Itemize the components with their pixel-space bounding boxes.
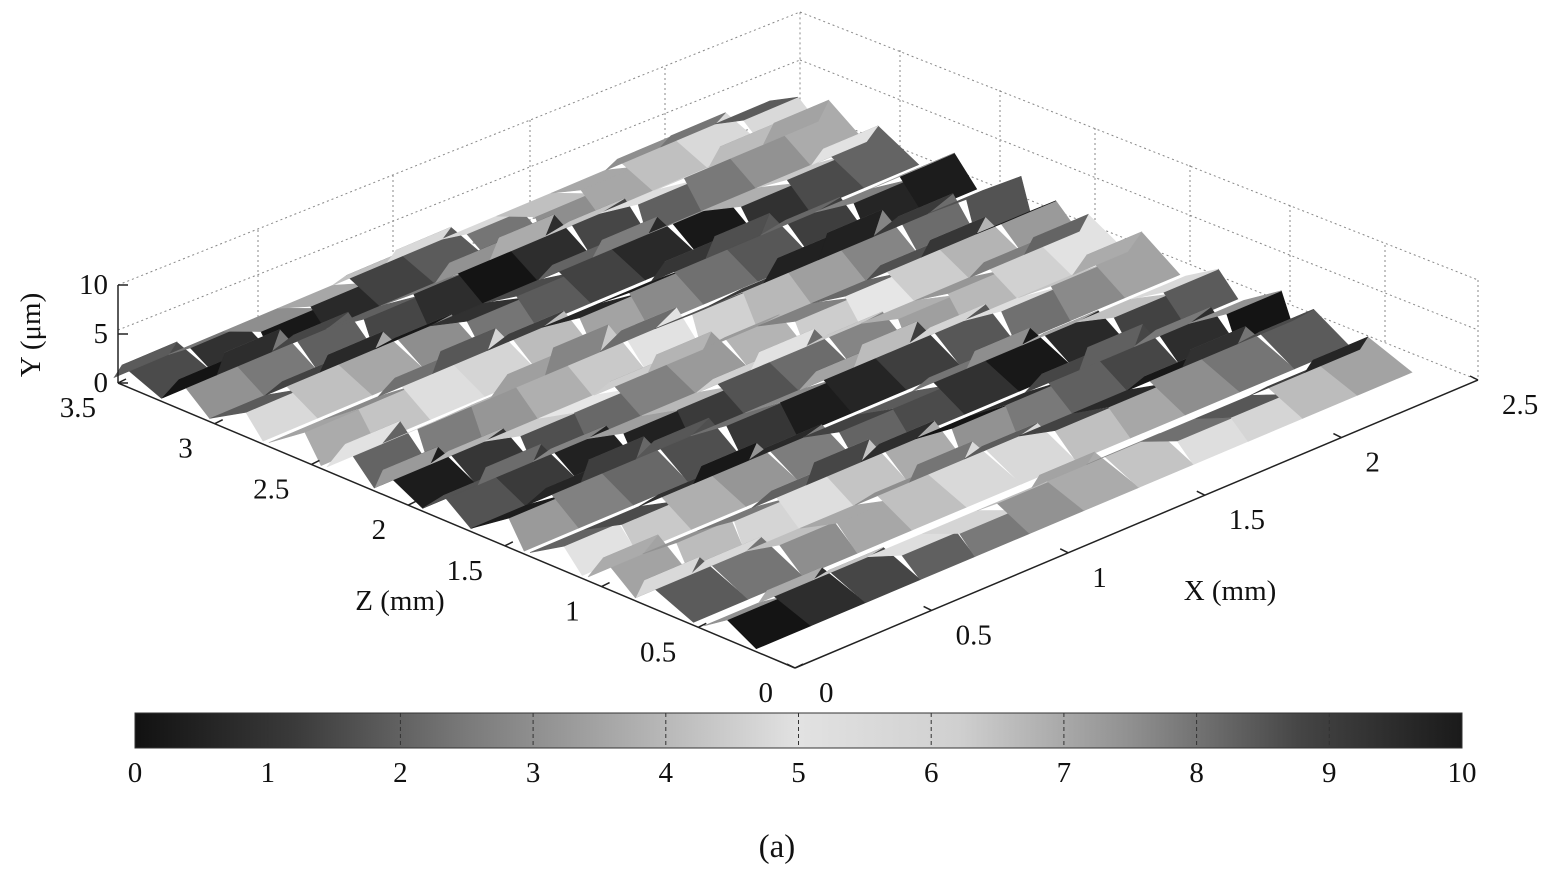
z-tick-mark xyxy=(311,460,319,464)
colorbar: 0 1 2 3 4 5 6 7 8 9 10 xyxy=(128,713,1477,789)
x-tick-label: 0.5 xyxy=(956,619,992,651)
x-tick-mark xyxy=(787,664,795,668)
y-axis-title: Y (μm) xyxy=(15,293,47,378)
x-tick-mark xyxy=(924,606,932,610)
z-tick-mark xyxy=(215,420,223,424)
z-tick-label: 1.5 xyxy=(447,555,483,587)
z-tick-label: 2.5 xyxy=(253,473,289,505)
x-tick-label: 0 xyxy=(819,677,834,709)
y-tick-label: 5 xyxy=(94,318,109,350)
surface-plot xyxy=(114,97,1412,649)
colorbar-tick-label: 4 xyxy=(659,757,674,789)
x-tick-mark xyxy=(1060,549,1068,553)
z-tick-label: 0.5 xyxy=(640,636,676,668)
x-tick-mark xyxy=(1333,434,1341,438)
z-tick-label: 3.5 xyxy=(60,392,96,424)
x-tick-label: 2.5 xyxy=(1502,389,1538,421)
z-tick-mark xyxy=(795,664,803,668)
x-tick-mark xyxy=(1197,491,1205,495)
z-tick-label: 2 xyxy=(372,514,387,546)
figure-caption: (a) xyxy=(759,829,796,865)
colorbar-tick-label: 1 xyxy=(260,757,275,789)
x-axis-title: X (mm) xyxy=(1184,575,1277,607)
z-tick-mark xyxy=(505,542,513,546)
y-tick-label: 10 xyxy=(79,269,108,301)
z-tick-mark xyxy=(602,583,610,587)
colorbar-tick-label: 2 xyxy=(393,757,408,789)
x-tick-label: 1 xyxy=(1092,562,1107,594)
colorbar-tick-label: 9 xyxy=(1322,757,1337,789)
x-tick-mark xyxy=(1470,376,1478,380)
z-tick-mark xyxy=(408,501,416,505)
colorbar-tick-label: 0 xyxy=(128,757,143,789)
colorbar-tick-label: 5 xyxy=(791,757,806,789)
z-tick-label: 3 xyxy=(178,433,193,465)
z-axis-title: Z (mm) xyxy=(355,585,444,617)
z-tick-label: 0 xyxy=(759,677,774,709)
colorbar-tick-label: 3 xyxy=(526,757,541,789)
colorbar-tick-label: 10 xyxy=(1448,757,1477,789)
colorbar-tick-label: 8 xyxy=(1189,757,1204,789)
colorbar-tick-label: 7 xyxy=(1057,757,1072,789)
x-tick-label: 2 xyxy=(1365,447,1380,479)
colorbar-tick-label: 6 xyxy=(924,757,939,789)
x-tick-label: 1.5 xyxy=(1229,504,1265,536)
z-tick-label: 1 xyxy=(565,596,580,628)
y-axis-ticks: 0510 xyxy=(79,269,128,399)
